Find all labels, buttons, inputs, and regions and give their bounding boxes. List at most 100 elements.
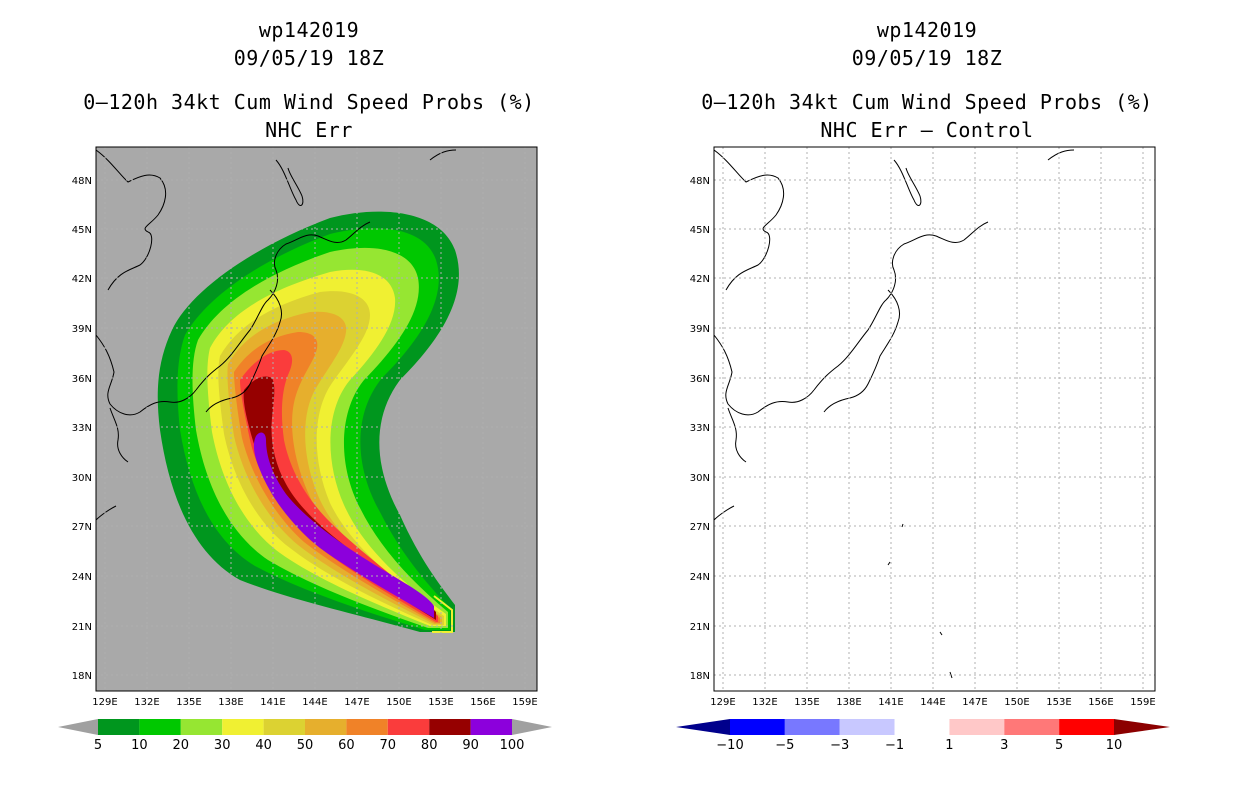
colorbar-low-arrow: [676, 719, 730, 735]
lon-label: 138E: [218, 697, 243, 708]
product-title: 0–120h 34kt Cum Wind Speed Probs (%): [701, 90, 1153, 114]
lat-label: 33N: [72, 423, 92, 434]
colorbar-high-arrow: [512, 719, 552, 735]
probability-swath: [157, 211, 459, 633]
colorbar-swatch: [949, 719, 1005, 735]
product-title: 0–120h 34kt Cum Wind Speed Probs (%): [83, 90, 535, 114]
lon-label: 138E: [836, 697, 861, 708]
colorbar-swatch: [429, 719, 471, 735]
lon-axis: 129E 132E 135E 138E 141E 144E 147E 150E …: [92, 697, 537, 708]
colorbar-swatch: [180, 719, 223, 735]
colorbar-swatch: [839, 719, 895, 735]
lat-label: 24N: [690, 572, 710, 583]
lon-label: 147E: [344, 697, 369, 708]
colorbar-label: 60: [338, 738, 355, 753]
lon-label: 156E: [470, 697, 495, 708]
colorbar-label: 80: [421, 738, 438, 753]
lat-label: 27N: [72, 522, 92, 533]
colorbar-label: 30: [214, 738, 231, 753]
lat-label: 42N: [72, 274, 92, 285]
colorbar-low-arrow: [58, 719, 98, 735]
colorbar-label: 10: [131, 738, 148, 753]
colorbar-label: 5: [94, 738, 102, 753]
lat-label: 36N: [72, 374, 92, 385]
band-90: [253, 432, 434, 618]
colorbar-left: 5 10 20 30 40 50 60 70 80 90 100: [58, 719, 552, 753]
lat-label: 30N: [690, 473, 710, 484]
colorbar-label: 50: [297, 738, 314, 753]
lat-label: 39N: [72, 324, 92, 335]
right-map-svg: 48N 45N 42N 39N 36N 33N 30N 27N 24N 21N …: [676, 146, 1170, 753]
lat-axis: 48N 45N 42N 39N 36N 33N 30N 27N 24N 21N …: [690, 176, 710, 682]
band-100-outline: [432, 595, 453, 633]
colorbar-swatch: [346, 719, 388, 735]
lon-label: 129E: [710, 697, 735, 708]
lon-label: 159E: [1130, 697, 1155, 708]
lon-label: 141E: [878, 697, 903, 708]
colorbar-label: −5: [775, 738, 794, 753]
lon-label: 159E: [512, 697, 537, 708]
date-title: 09/05/19 18Z: [233, 46, 385, 70]
colorbar-label: −10: [716, 738, 743, 753]
lat-axis: 48N 45N 42N 39N 36N 33N 30N 27N 24N 21N …: [72, 176, 92, 682]
colorbar-swatch: [470, 719, 512, 735]
date-title: 09/05/19 18Z: [851, 46, 1003, 70]
lat-label: 45N: [690, 225, 710, 236]
lon-axis: 129E 132E 135E 138E 141E 144E 147E 150E …: [710, 697, 1155, 708]
colorbar-swatch: [1004, 719, 1060, 735]
lon-label: 132E: [752, 697, 777, 708]
colorbar-label: −3: [830, 738, 849, 753]
subtitle: NHC Err: [265, 118, 353, 142]
colorbar-label: 100: [500, 738, 525, 753]
colorbar-label: 20: [173, 738, 190, 753]
map-background: [714, 147, 1155, 691]
lon-label: 129E: [92, 697, 117, 708]
colorbar-swatch: [894, 719, 950, 735]
lon-label: 144E: [920, 697, 945, 708]
colorbar-high-arrow: [1114, 719, 1170, 735]
colorbar-label: 70: [380, 738, 397, 753]
coastlines: [96, 149, 457, 521]
colorbar-swatch: [305, 719, 347, 735]
lon-label: 153E: [428, 697, 453, 708]
colorbar-label: 10: [1106, 738, 1123, 753]
band-60: [234, 332, 440, 623]
lat-label: 48N: [72, 176, 92, 187]
storm-id-title: wp142019: [876, 18, 978, 42]
lat-label: 18N: [690, 671, 710, 682]
colorbar-swatch: [222, 719, 264, 735]
lat-label: 33N: [690, 423, 710, 434]
lat-label: 27N: [690, 522, 710, 533]
lat-label: 36N: [690, 374, 710, 385]
lon-label: 144E: [302, 697, 327, 708]
colorbar-label: 1: [945, 738, 953, 753]
colorbar-swatch: [784, 719, 840, 735]
lon-label: 150E: [386, 697, 411, 708]
lat-label: 21N: [72, 622, 92, 633]
storm-id-title: wp142019: [258, 18, 360, 42]
colorbar-swatch: [387, 719, 430, 735]
lat-label: 18N: [72, 671, 92, 682]
lon-label: 141E: [260, 697, 285, 708]
colorbar-label: 90: [462, 738, 479, 753]
lon-label: 147E: [962, 697, 987, 708]
lat-label: 24N: [72, 572, 92, 583]
lat-label: 48N: [690, 176, 710, 187]
left-panel: wp142019 09/05/19 18Z 0–120h 34kt Cum Wi…: [58, 18, 552, 753]
subtitle: NHC Err – Control: [820, 118, 1034, 142]
lon-label: 153E: [1046, 697, 1071, 708]
colorbar-label: 5: [1055, 738, 1063, 753]
colorbar-label: −1: [885, 738, 904, 753]
lon-label: 132E: [134, 697, 159, 708]
colorbar-swatch: [98, 719, 140, 735]
graticule: [96, 147, 537, 691]
colorbar-swatch: [1059, 719, 1114, 735]
coastlines: [714, 149, 1075, 679]
right-panel: wp142019 09/05/19 18Z 0–120h 34kt Cum Wi…: [618, 0, 1236, 800]
lon-label: 135E: [794, 697, 819, 708]
lon-label: 150E: [1004, 697, 1029, 708]
left-map-svg: 48N 45N 42N 39N 36N 33N 30N 27N 24N 21N …: [58, 146, 552, 753]
lat-label: 45N: [72, 225, 92, 236]
colorbar-label: 3: [1000, 738, 1008, 753]
graticule: [714, 147, 1155, 691]
